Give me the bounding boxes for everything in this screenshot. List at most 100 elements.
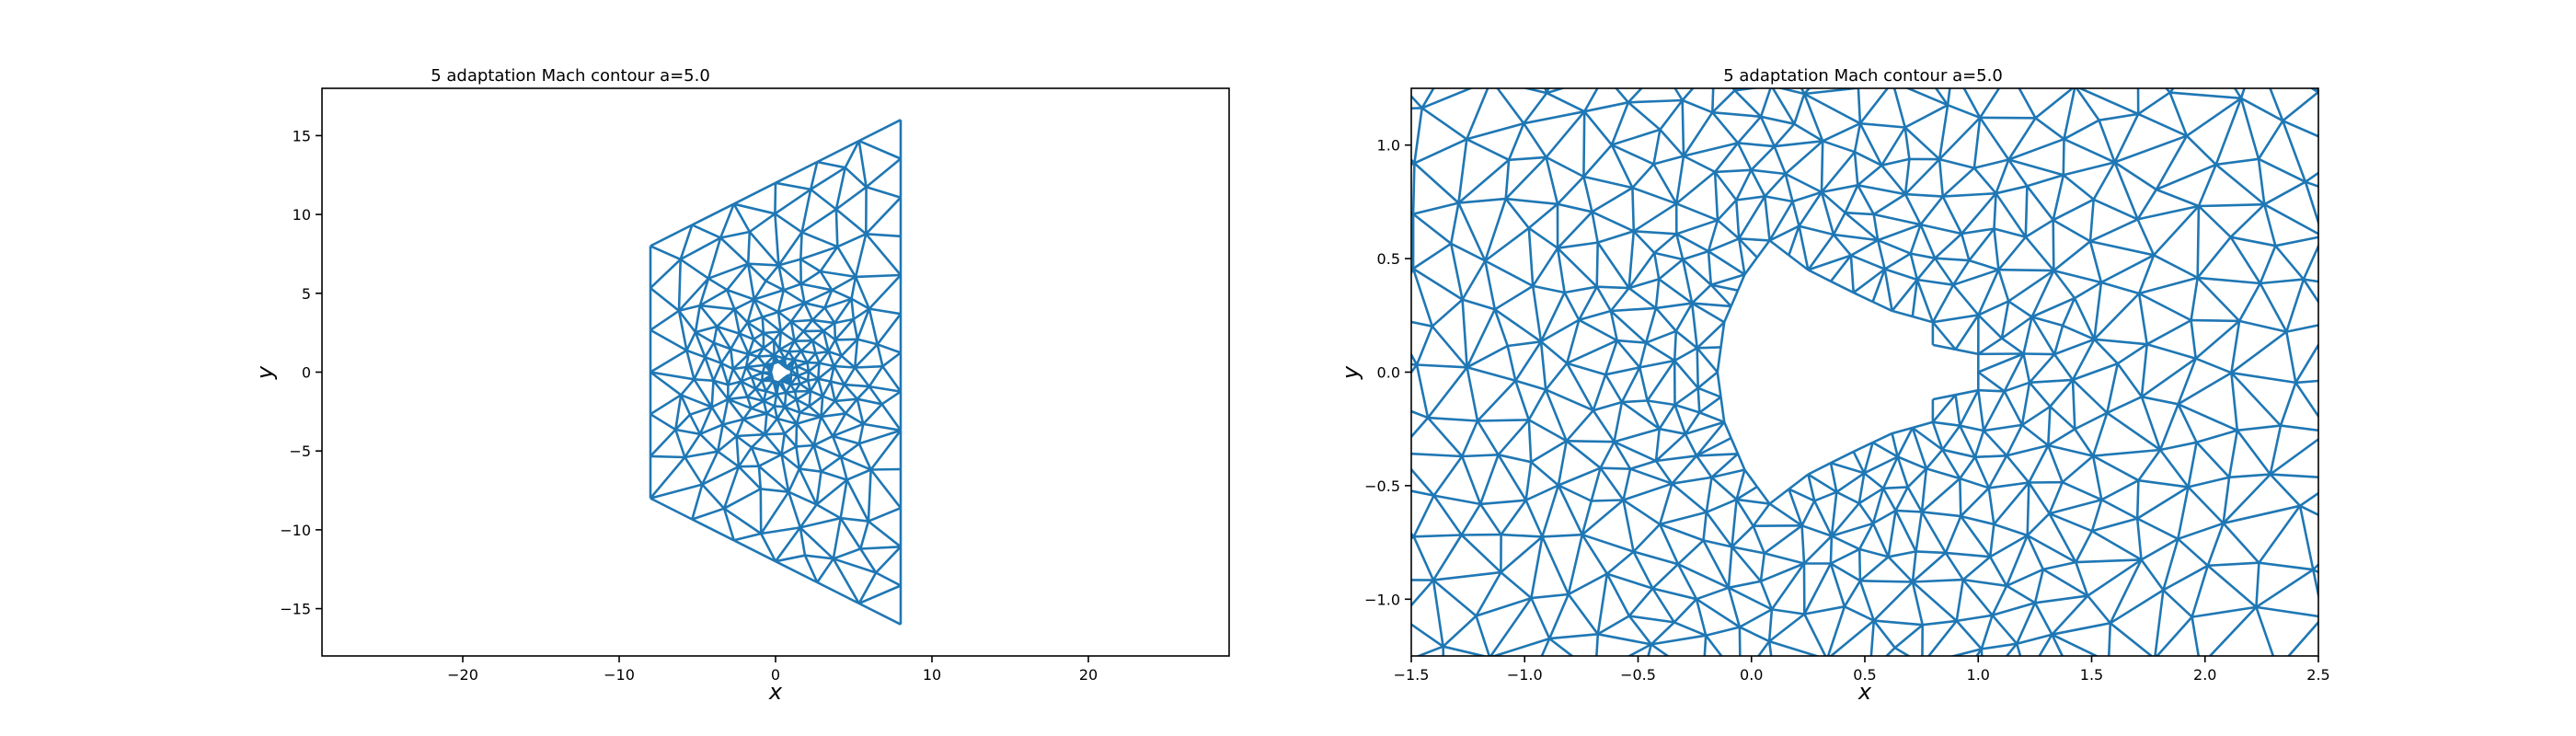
mesh-edge [735,419,745,437]
mesh-edge [754,387,765,402]
mesh-edge [1673,347,1698,362]
mesh-edge [834,364,856,369]
mesh-edge [745,363,765,369]
mesh-edge [858,429,902,445]
mesh-edge [1420,88,1435,109]
mesh-edge [1989,556,2008,587]
mesh-edge [1591,212,1599,243]
mesh-edge [1873,619,1923,627]
mesh-edge [799,526,834,560]
x-tick-label: 1.5 [2080,666,2103,684]
mesh-edge [1596,241,1630,289]
mesh-edge [1892,88,1906,128]
mesh-edge [717,450,740,468]
mesh-edge [1803,88,1811,95]
mesh-edge [836,246,857,278]
mesh-edge [1952,259,1971,286]
mesh-edge [2159,449,2190,489]
mesh-edge [747,396,765,403]
mesh-edge [1675,219,1719,236]
mesh-edge [2052,175,2065,221]
mesh-edge [824,297,852,309]
mesh-edge [2294,342,2318,384]
mesh-edge [1743,257,1758,276]
mesh-edge [1321,542,1322,673]
mesh-edge [2113,161,2139,220]
mesh-edge [1696,348,1699,388]
mesh-edge [1411,363,1419,374]
mesh-edge [1703,635,1708,656]
mesh-edge [1800,500,1816,526]
mesh-edge [2062,174,2095,201]
mesh-edge [1542,533,1582,538]
mesh-edge [1771,88,1796,125]
mesh-edge [2197,164,2217,207]
mesh-edge [2323,212,2389,236]
mesh-edge [1675,170,1716,205]
mesh-edge [2238,319,2287,333]
mesh-edge [1767,640,1773,656]
mesh-edge [1599,441,1616,469]
mesh-edge [1647,399,1675,407]
mesh-edge [1803,562,1833,615]
mesh-edge [2240,97,2283,122]
mesh-edge [1696,436,1732,457]
mesh-edge [2222,522,2260,564]
mesh-edge [803,329,824,333]
mesh-edge [2196,205,2201,278]
mesh-edge [763,347,776,357]
mesh-edge [776,289,786,313]
y-tick-label: 0.5 [1377,250,1400,268]
mesh-edge [1746,710,1779,731]
mesh-edge [790,318,813,323]
mesh-edge [1884,268,1918,282]
mesh-edge [1741,681,1746,731]
mesh-edge [859,521,870,549]
mesh-edge [795,398,801,413]
mesh-edge [712,379,730,400]
mesh-edge [1593,689,1640,716]
mesh-edge [1897,455,1927,470]
mesh-edge [2006,454,2030,484]
mesh-edge [699,423,724,435]
mesh-edge [2186,97,2242,137]
mesh-edge [1451,59,1491,80]
x-tick-label: −0.5 [1620,666,1656,684]
mesh-edge [2138,478,2189,489]
mesh-edge [764,418,778,436]
mesh-edge [1925,448,1944,470]
mesh-edge [1911,581,1924,626]
mesh-edge [2285,279,2306,333]
mesh-edge [795,422,815,446]
mesh-edge [2280,424,2318,432]
mesh-edge [1920,223,1962,236]
mesh-edge [1659,99,1684,131]
mesh-edge [839,479,848,519]
mesh-edge [1994,227,2027,238]
mesh-edge [2006,568,2044,587]
mesh-edge [2113,709,2162,728]
mesh-edge [1647,644,1653,656]
mesh-edge [2298,505,2315,570]
mesh-edge [795,366,799,376]
mesh-edge [1462,298,1496,311]
mesh-edge [1793,12,1868,16]
mesh-edge [1956,614,1993,623]
mesh-edge [2089,240,2155,257]
mesh-edge [788,490,818,506]
mesh-edge [1610,310,1647,344]
mesh-edge [1973,158,2009,169]
mesh-edge [1327,382,1388,403]
mesh-edge [2109,558,2143,624]
mesh-edge [2222,473,2271,524]
mesh-edge [817,378,824,397]
mesh-edge [2051,633,2099,656]
mesh-edge [799,232,803,259]
mesh-edge [1829,619,1875,656]
mesh-edge [2389,212,2409,264]
mesh-edge [2177,537,2209,567]
mesh-edge [854,233,868,278]
mesh-edge [1798,225,1810,270]
mesh-edge [735,435,741,467]
